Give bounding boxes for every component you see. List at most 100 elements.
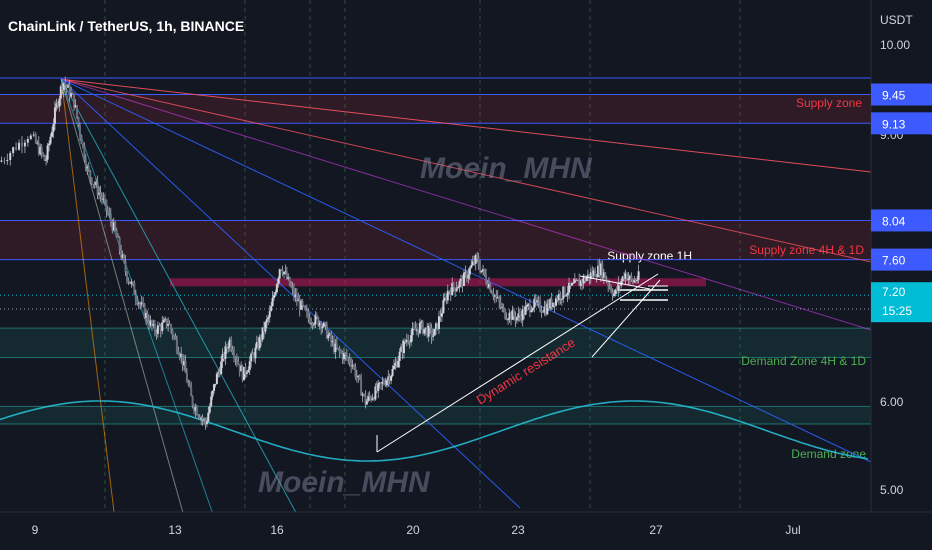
candle-body-413 (615, 289, 618, 292)
candle-body-220 (335, 343, 338, 348)
candle-body-312 (468, 267, 471, 275)
candle-body-138 (218, 372, 221, 375)
candle-body-371 (555, 298, 558, 306)
current-price-tag-bg (871, 282, 932, 323)
candle-body-426 (634, 280, 637, 282)
candle-body-387 (578, 279, 581, 286)
candle-body-369 (552, 302, 555, 307)
candle-body-164 (255, 342, 258, 348)
candle-body-137 (217, 372, 220, 374)
candle-body-126 (201, 417, 204, 420)
candle-body-246 (372, 398, 375, 400)
dynamic-resistance-line (376, 273, 659, 453)
watermark-top: Moein_MHN (420, 152, 593, 185)
candle-body-79 (133, 283, 136, 295)
candle-body-132 (210, 396, 213, 407)
candle-body-407 (607, 281, 610, 286)
candle-body-376 (562, 286, 565, 299)
candle-body-42 (78, 124, 81, 136)
candle-body-268 (404, 340, 407, 343)
candle-body-267 (402, 340, 405, 354)
candle-body-12 (34, 134, 37, 143)
candle-body-236 (358, 375, 361, 380)
candle-body-334 (501, 307, 504, 309)
time-tick-4: 23 (511, 523, 525, 537)
candle-body-178 (275, 284, 278, 293)
candle-body-233 (354, 366, 357, 377)
candle-body-54 (96, 181, 99, 195)
candle-body-396 (591, 272, 594, 276)
candle-body-322 (483, 268, 486, 275)
candle-body-262 (395, 362, 398, 368)
candle-body-349 (523, 309, 526, 315)
candle-body-4 (12, 147, 15, 154)
candle-body-351 (526, 304, 529, 307)
candle-body-242 (367, 395, 370, 401)
candle-body-228 (347, 357, 350, 359)
candle-body-122 (195, 407, 198, 415)
candle-body-59 (103, 198, 106, 200)
candle-body-26 (55, 103, 58, 108)
candle-body-298 (448, 290, 451, 292)
candle-body-342 (512, 310, 515, 317)
candle-body-294 (442, 300, 445, 314)
zone-rect-2 (170, 278, 706, 287)
candle-body-237 (360, 379, 363, 396)
time-axis-ticks: 9 13 16 20 23 27 Jul (32, 523, 801, 537)
candle-body-420 (626, 273, 629, 281)
candle-body-66 (114, 222, 117, 230)
candle-body-32 (64, 83, 67, 86)
candle-body-335 (502, 307, 505, 310)
price-tick-0: 10.00 (880, 38, 910, 52)
candle-body-221 (337, 347, 340, 349)
candle-body-394 (588, 274, 591, 279)
candle-body-62 (108, 212, 111, 215)
candle-body-112 (181, 353, 184, 366)
candle-body-223 (340, 351, 343, 353)
candle-body-259 (391, 368, 394, 376)
candle-body-289 (435, 323, 438, 330)
candle-body-193 (297, 299, 300, 302)
candle-body-296 (445, 297, 448, 301)
candle-body-384 (573, 279, 576, 283)
candle-body-248 (375, 386, 378, 392)
candle-body-386 (576, 279, 579, 281)
candle-body-320 (480, 270, 483, 273)
candle-body-167 (260, 336, 263, 340)
candle-body-363 (543, 306, 546, 313)
candle-body-361 (540, 310, 543, 313)
candle-body-261 (394, 362, 397, 366)
candle-body-145 (228, 339, 231, 348)
candle-body-157 (245, 372, 248, 374)
candle-body-205 (314, 315, 317, 325)
candle-body-191 (294, 294, 297, 298)
candle-body-144 (227, 347, 230, 349)
candle-body-357 (534, 298, 537, 303)
candle-body-278 (418, 323, 421, 334)
candle-body-168 (261, 327, 264, 340)
time-axis[interactable] (0, 512, 932, 550)
candle-body-224 (341, 352, 344, 360)
candle-body-107 (174, 336, 177, 339)
candle-body-415 (618, 283, 621, 286)
candle-body-307 (461, 278, 464, 286)
candle-body-139 (220, 361, 223, 375)
candle-body-30 (61, 86, 64, 90)
candle-body-352 (527, 304, 530, 306)
candle-body-190 (293, 288, 295, 298)
candle-body-38 (73, 93, 76, 108)
level-layer (0, 77, 871, 310)
candle-body-159 (248, 361, 251, 370)
candle-body-286 (430, 327, 433, 337)
candle-body-135 (214, 383, 217, 385)
time-tick-1: 13 (168, 523, 182, 537)
time-tick-5: 27 (649, 523, 663, 537)
candle-body-78 (131, 281, 134, 284)
candle-body-60 (105, 199, 108, 211)
candle-body-111 (180, 353, 183, 358)
candle-body-130 (207, 412, 210, 422)
candle-body-408 (608, 285, 611, 287)
candle-body-84 (140, 302, 143, 305)
candle-body-197 (302, 305, 305, 307)
